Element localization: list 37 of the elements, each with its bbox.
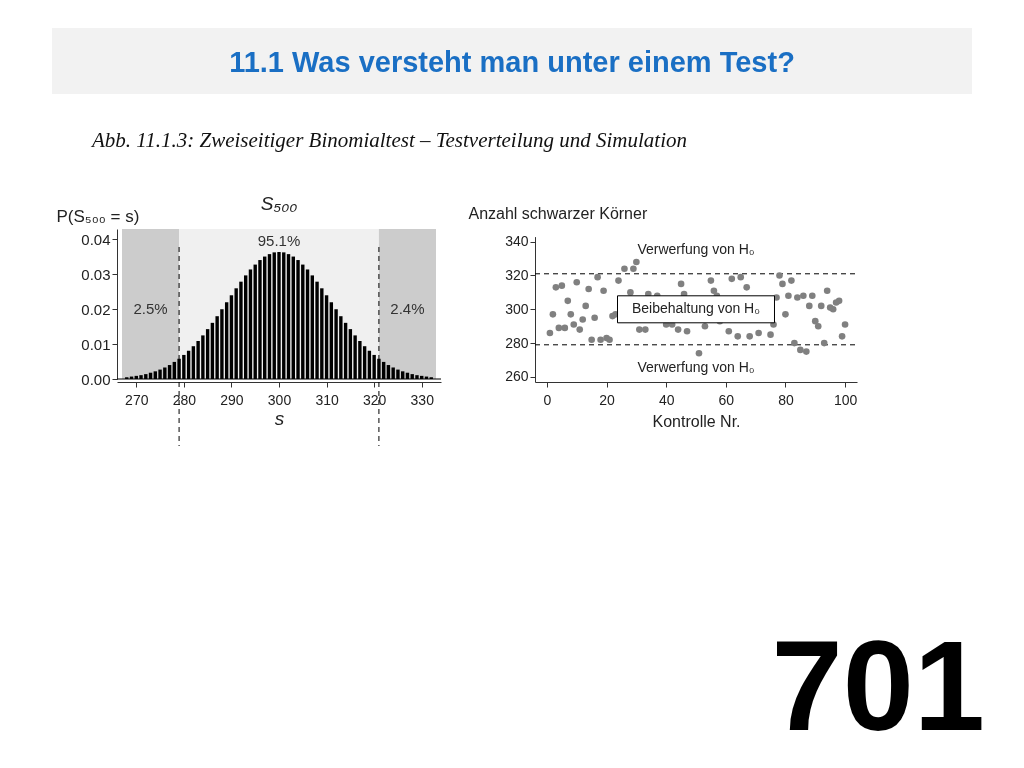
y-tick-label: 0.04 — [81, 230, 111, 248]
chart-title: S₅₀₀ — [260, 193, 298, 214]
band-label: 2.5% — [133, 299, 168, 317]
band-label: 95.1% — [257, 232, 301, 249]
y-tick-label: 0.03 — [81, 265, 111, 283]
y-tick-label: 0.02 — [81, 300, 111, 318]
x-tick-label: 80 — [778, 391, 794, 408]
x-tick-label: 40 — [658, 391, 675, 408]
text: 701 — [771, 614, 985, 757]
x-tick-label: 0 — [543, 391, 552, 408]
text: Abb. 11.1.3: Zweiseitiger Binomialtest – Testverteilung und Simulation — [90, 128, 687, 152]
x-tick-label: 310 — [315, 391, 339, 408]
annotation: Verwerfung von H₀ — [637, 358, 755, 375]
annotation: Verwerfung von H₀ — [637, 240, 755, 257]
x-tick-label: 100 — [833, 391, 858, 408]
text: 11.1 Was versteht man unter einem Test? — [229, 46, 795, 78]
band-label: 2.4% — [390, 299, 425, 317]
x-axis-title: Kontrolle Nr. — [652, 412, 741, 430]
y-axis-title: P(S₅₀₀ = s) — [56, 206, 140, 226]
y-tick-label: 340 — [505, 233, 529, 250]
y-tick-label: 0.01 — [81, 335, 111, 353]
x-tick-label: 300 — [267, 391, 292, 408]
x-tick-label: 60 — [718, 391, 735, 408]
y-tick-label: 280 — [505, 334, 529, 351]
y-tick-label: 300 — [505, 300, 529, 317]
x-axis-title: s — [274, 407, 285, 429]
y-tick-label: 320 — [505, 266, 529, 283]
y-tick-label: 260 — [505, 368, 529, 385]
x-tick-label: 330 — [410, 391, 435, 408]
y-tick-label: 0.00 — [81, 370, 111, 388]
x-tick-label: 280 — [172, 391, 197, 408]
y-axis-title: Anzahl schwarzer Körner — [468, 204, 648, 222]
x-tick-label: 290 — [220, 391, 244, 408]
x-tick-label: 320 — [362, 391, 387, 408]
x-tick-label: 20 — [599, 391, 616, 408]
annotation: Beibehaltung von H₀ — [631, 300, 761, 317]
x-tick-label: 270 — [125, 391, 149, 408]
